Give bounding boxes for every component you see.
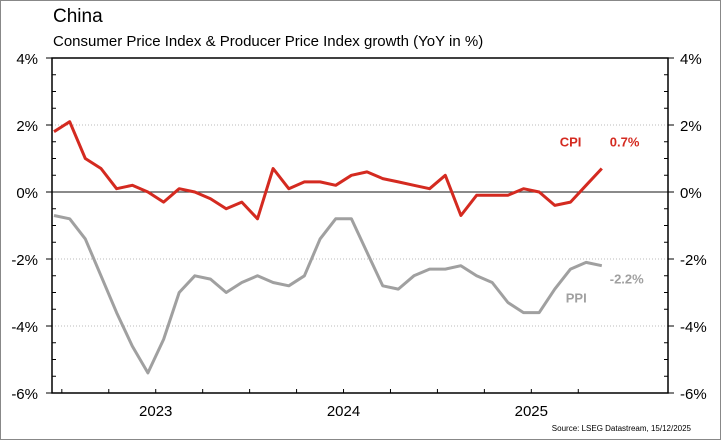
series-label-cpi: CPI [560, 135, 582, 150]
y-tick-label-right: -6% [680, 386, 707, 403]
chart-subtitle: Consumer Price Index & Producer Price In… [53, 33, 484, 50]
series-label-ppi: PPI [566, 291, 587, 306]
y-tick-label-right: -2% [680, 252, 707, 269]
y-tick-label-left: -6% [11, 386, 38, 403]
x-tick-label: 2023 [139, 403, 172, 420]
y-tick-label-right: 0% [680, 185, 702, 202]
plot-border [51, 57, 669, 394]
y-tick-label-right: 2% [680, 118, 702, 135]
chart-title: China [53, 6, 103, 27]
source-note: Source: LSEG Datastream, 15/12/2025 [551, 424, 691, 433]
y-tick-label-left: 0% [16, 185, 38, 202]
y-tick-label-left: -4% [11, 319, 38, 336]
y-tick-label-right: -4% [680, 319, 707, 336]
end-value-label-cpi: 0.7% [610, 135, 640, 150]
end-value-label-ppi: -2.2% [610, 272, 644, 287]
series-line-cpi [53, 120, 603, 221]
x-tick-label: 2025 [515, 403, 548, 420]
series-line-ppi [53, 214, 603, 375]
y-tick-label-left: 2% [16, 118, 38, 135]
y-tick-label-left: -2% [11, 252, 38, 269]
y-tick-label-left: 4% [16, 51, 38, 68]
x-tick-label: 2024 [327, 403, 360, 420]
y-tick-label-right: 4% [680, 51, 702, 68]
